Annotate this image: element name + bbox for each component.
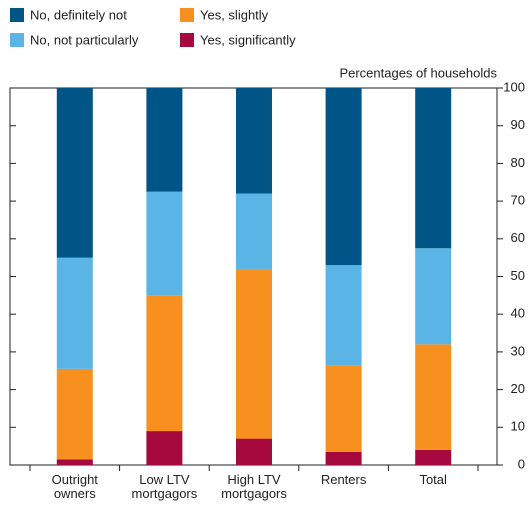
bar-segment [236,88,272,194]
bar-segment [415,449,452,465]
bar-segment [415,88,452,249]
bar-segment [56,88,93,258]
y-tick-label: 50 [511,268,525,283]
y-tick-label: 30 [511,343,525,358]
y-tick-label: 20 [511,381,525,396]
y-tick-label: 10 [511,419,525,434]
y-tick-label: 70 [511,193,525,208]
bar-segment [325,365,362,452]
bar-segment [56,459,93,465]
legend-swatch [180,33,194,47]
bar-segment [56,257,93,369]
legend-label: No, not particularly [30,32,139,47]
y-axis-label: Percentages of households [339,65,497,80]
x-tick-label: High LTV mortgagors [221,472,287,501]
y-tick-label: 80 [511,155,525,170]
y-tick-label: 0 [518,456,525,471]
y-tick-label: 100 [503,79,525,94]
legend-swatch [180,8,194,22]
bar-segment [146,191,183,296]
bar-segment [146,431,183,465]
legend-label: Yes, significantly [200,32,296,47]
bar-segment [325,451,362,465]
bar-segment [415,248,452,345]
legend-label: Yes, slightly [200,7,269,22]
x-tick-label: Outright owners [51,472,98,501]
bar-segment [415,344,452,450]
x-tick-label: Low LTV mortgagors [131,472,198,501]
bar-segment [236,193,272,269]
x-tick-label: Total [419,472,447,487]
bar-segment [146,88,183,192]
bar-segment [325,88,362,266]
bar-segment [236,438,272,465]
bar-segment [56,368,93,460]
bar-segment [146,295,183,432]
bar-segment [325,265,362,366]
y-tick-label: 90 [511,117,525,132]
x-tick-label: Renters [320,472,367,487]
y-tick-label: 60 [511,230,525,245]
legend-swatch [10,33,24,47]
legend-label: No, definitely not [30,7,127,22]
legend-swatch [10,8,24,22]
bar-segment [236,268,272,439]
y-tick-label: 40 [511,306,525,321]
